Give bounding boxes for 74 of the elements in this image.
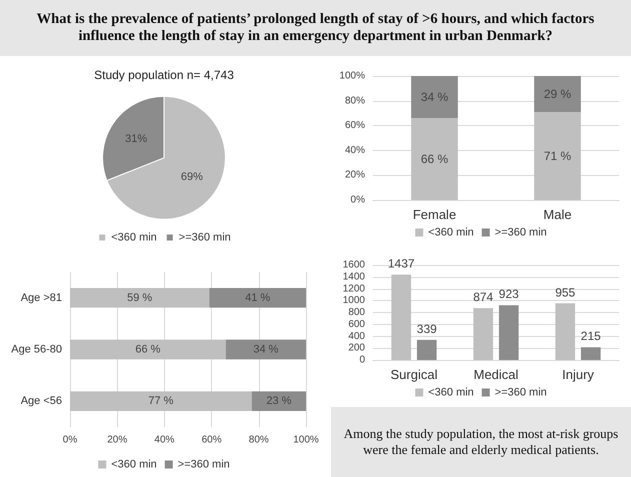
bar <box>209 288 306 308</box>
y-tick-label: 0 <box>359 354 366 366</box>
y-tick-label: 200 <box>348 342 366 354</box>
y-tick-label: 1200 <box>342 283 366 294</box>
bar <box>411 76 458 118</box>
x-tick-label: 100% <box>293 434 319 446</box>
legend-label: <360 min <box>111 232 157 244</box>
bar <box>70 288 210 308</box>
data-label: 23 % <box>266 395 292 408</box>
y-tick-label: 40% <box>344 144 366 156</box>
data-label: 69% <box>180 170 204 183</box>
legend-label: <360 min <box>428 386 474 398</box>
data-label: 66 % <box>420 152 448 166</box>
data-label: 71 % <box>544 148 572 163</box>
data-label: 339 <box>416 322 438 336</box>
bar <box>534 76 581 112</box>
data-label: 34 % <box>253 344 279 356</box>
y-tick-label: 20% <box>344 170 366 181</box>
y-tick-label: 600 <box>348 318 366 330</box>
x-tick-label: Injury <box>562 367 594 382</box>
text: Among the study population, the most at-risk groups were the female and elderly medical patients. <box>342 426 620 458</box>
bar <box>534 112 581 200</box>
data-label: 955 <box>555 285 576 300</box>
data-label: 34 % <box>420 90 448 104</box>
x-tick-label: Male <box>543 207 572 222</box>
data-label: 215 <box>580 329 602 344</box>
x-tick-label: 60% <box>202 434 222 446</box>
data-label: 66 % <box>135 344 161 356</box>
legend-label: <360 min <box>111 458 157 470</box>
y-tick-label: 60% <box>344 120 366 132</box>
y-tick-label: 1000 <box>342 295 366 306</box>
y-tick-label: 1400 <box>342 271 366 282</box>
x-tick-label: Female <box>412 207 456 222</box>
bar <box>70 340 226 360</box>
text: What is the prevalence of patients’ prolonged length of stay of >6 hours, and which factors influence the length of stay in an emergency department in urban Denmark? <box>36 11 596 45</box>
data-label: 41 % <box>245 292 270 304</box>
bar <box>252 391 306 411</box>
bar <box>555 303 576 360</box>
x-tick-label: Surgical <box>390 367 438 382</box>
data-label: 874 <box>473 290 494 304</box>
legend-label: >=360 min <box>178 232 231 244</box>
x-tick-label: Medical <box>474 367 519 382</box>
data-label: 59 % <box>127 292 152 304</box>
data-label: 77 % <box>148 395 174 408</box>
x-tick-label: 20% <box>107 434 128 446</box>
data-label: 923 <box>498 287 520 302</box>
legend-label: >=360 min <box>178 458 230 470</box>
data-label: 31% <box>125 132 148 145</box>
y-tick-label: 400 <box>348 330 366 342</box>
bar <box>70 391 252 411</box>
x-tick-label: 80% <box>248 434 269 446</box>
data-label: 29 % <box>544 86 572 101</box>
y-tick-label: 800 <box>348 307 366 318</box>
bar <box>473 308 494 360</box>
x-tick-label: 0% <box>62 434 78 446</box>
legend-label: <360 min <box>428 226 474 238</box>
y-tick-label: Age >81 <box>20 292 62 304</box>
bar <box>411 118 458 200</box>
data-label: 1437 <box>388 256 415 271</box>
y-tick-label: 80% <box>344 95 366 106</box>
y-tick-label: 100% <box>339 70 366 82</box>
y-tick-label: 1600 <box>342 260 366 270</box>
chart-title: Study population n= 4,743 <box>94 68 234 82</box>
legend-label: >=360 min <box>494 386 547 398</box>
bar <box>416 340 437 360</box>
legend-label: >=360 min <box>494 226 547 238</box>
bar <box>580 347 601 360</box>
bar <box>226 340 306 360</box>
y-tick-label: Age 56-80 <box>11 344 62 356</box>
y-tick-label: Age <56 <box>20 395 62 408</box>
bar <box>498 305 519 360</box>
y-tick-label: 0% <box>350 194 366 206</box>
bar <box>391 274 412 360</box>
x-tick-label: 40% <box>154 434 175 446</box>
